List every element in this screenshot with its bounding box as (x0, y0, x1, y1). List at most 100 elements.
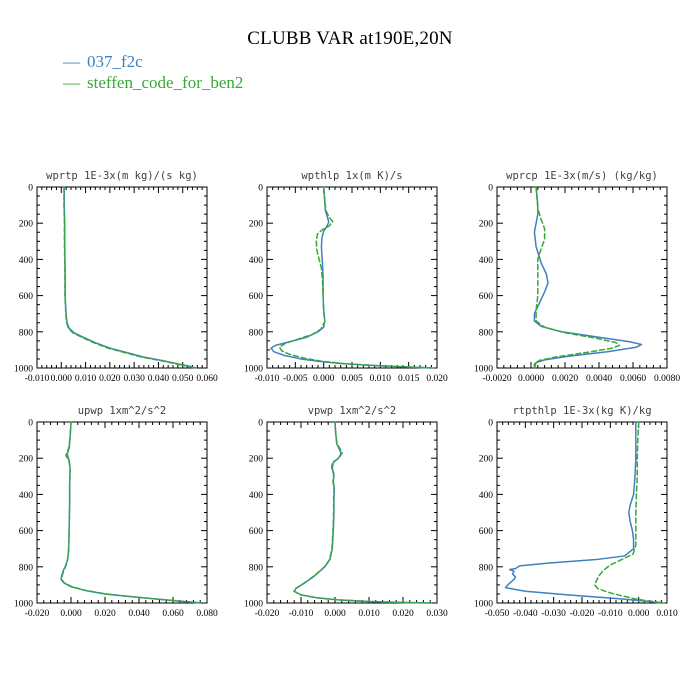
legend-label-037-f2c: 037_f2c (87, 52, 143, 71)
x-axis-tick-label: 0.020 (99, 374, 121, 384)
x-axis-tick-label: -0.010 (255, 374, 280, 384)
y-axis-tick-label: 1000 (474, 600, 493, 610)
y-axis-tick-label: 800 (479, 563, 494, 573)
x-axis-tick-label: -0.010 (25, 374, 50, 384)
vpwp-plot: vpwp 1xm^2/s^2 -0.020 -0.010 0.000 0.010 0.02… (244, 405, 448, 619)
x-axis-tick-label: -0.020 (25, 609, 50, 619)
page-title: CLUBB VAR at190E,20N (247, 28, 453, 49)
panel-vpwp: vpwp 1xm^2/s^2 -0.020 -0.010 0.000 0.010 0.02… (239, 400, 469, 635)
curve-037_f2c (270, 186, 433, 369)
y-axis-tick-label: 200 (249, 220, 264, 230)
curve-037_f2c (533, 186, 643, 369)
x-axis-tick-label: 0.030 (123, 374, 145, 384)
x-axis-tick-label: 0.0020 (552, 374, 578, 384)
curve-037_f2c (63, 186, 198, 369)
y-axis-tick-label: 800 (249, 328, 264, 338)
y-axis-tick-label: 400 (479, 491, 494, 501)
x-axis-tick-label: 0.000 (60, 609, 82, 619)
y-axis-tick-label: 400 (19, 256, 34, 266)
y-axis-tick-label: 1000 (14, 365, 33, 375)
x-axis-tick-label: 0.040 (128, 609, 150, 619)
panel-title: vpwp 1xm^2/s^2 (308, 405, 397, 417)
x-axis-tick-label: 0.080 (196, 609, 218, 619)
legend-item-037-f2c: — 037_f2c (63, 51, 243, 72)
panel-wpthlp: wpthlp 1x(m K)/s -0.010 -0.005 0.000 0.005 0.… (239, 165, 469, 400)
x-axis-tick-label: 0.030 (426, 609, 448, 619)
x-axis-tick-label: 0.015 (398, 374, 420, 384)
curve-steffen_code_for_ben2 (293, 421, 432, 604)
x-axis-tick-label: -0.030 (541, 609, 566, 619)
x-axis-tick-label: 0.020 (392, 609, 414, 619)
plot-frame (496, 186, 668, 369)
x-axis-tick-label: 0.040 (148, 374, 170, 384)
y-axis-tick-label: 800 (479, 328, 494, 338)
y-axis-tick-label: 400 (479, 256, 494, 266)
y-axis-tick-label: 0 (258, 184, 263, 194)
panel-title: rtpthlp 1E-3x(kg K)/kg (512, 405, 651, 417)
panel-upwp: upwp 1xm^2/s^2 -0.020 0.000 0.020 0.040 0.060… (9, 400, 239, 635)
y-axis-tick-label: 200 (19, 220, 34, 230)
x-axis-tick-label: 0.060 (196, 374, 218, 384)
plot-frame (36, 186, 208, 369)
x-axis-tick-label: 0.005 (341, 374, 363, 384)
x-axis-tick-label: 0.0060 (620, 374, 646, 384)
y-axis-tick-label: 800 (249, 563, 264, 573)
x-axis-tick-label: -0.0020 (482, 374, 512, 384)
y-axis-tick-label: 600 (19, 292, 34, 302)
x-axis-tick-label: 0.000 (313, 374, 335, 384)
x-axis-tick-label: 0.000 (51, 374, 73, 384)
upwp-plot: upwp 1xm^2/s^2 -0.020 0.000 0.020 0.040 0.060… (14, 405, 218, 619)
x-axis-tick-label: 0.010 (656, 609, 678, 619)
y-axis-tick-label: 800 (19, 563, 34, 573)
y-axis-tick-label: 600 (479, 527, 494, 537)
panel-title: upwp 1xm^2/s^2 (78, 405, 167, 417)
y-axis-tick-label: 0 (28, 419, 33, 429)
y-axis-tick-label: 0 (488, 184, 493, 194)
y-axis-tick-label: 0 (258, 419, 263, 429)
curve-037_f2c (293, 421, 431, 604)
panel-rtpthlp: rtpthlp 1E-3x(kg K)/kg -0.050 -0.040 -0.030… (469, 400, 699, 635)
y-axis-tick-label: 600 (479, 292, 494, 302)
curve-037_f2c (60, 421, 201, 604)
x-axis-tick-label: 0.020 (94, 609, 116, 619)
x-axis-tick-label: -0.020 (255, 609, 280, 619)
wprtp-plot: wprtp 1E-3x(m kg)/(s kg) -0.010 0.000 0.010… (14, 170, 218, 384)
y-axis-tick-label: 0 (488, 419, 493, 429)
x-axis-tick-label: -0.020 (570, 609, 595, 619)
legend-item-steffen-code-for-ben2: — steffen_code_for_ben2 (63, 72, 243, 93)
y-axis-tick-label: 1000 (244, 365, 263, 375)
panel-wprcp: wprcp 1E-3x(m/s) (kg/kg) -0.0020 0.0000 0.0… (469, 165, 699, 400)
panel-title: wprtp 1E-3x(m kg)/(s kg) (46, 170, 198, 182)
curve-steffen_code_for_ben2 (63, 186, 197, 369)
x-axis-tick-label: 0.010 (358, 609, 380, 619)
curve-steffen_code_for_ben2 (594, 421, 665, 604)
legend-line-sample-green: — (63, 73, 80, 92)
curve-steffen_code_for_ben2 (278, 186, 435, 369)
x-axis-tick-label: -0.010 (289, 609, 314, 619)
x-axis-tick-label: -0.010 (598, 609, 623, 619)
x-axis-tick-label: 0.050 (172, 374, 194, 384)
y-axis-tick-label: 1000 (14, 600, 33, 610)
x-axis-tick-label: 0.010 (75, 374, 97, 384)
y-axis-tick-label: 400 (19, 491, 34, 501)
panel-title: wpthlp 1x(m K)/s (301, 170, 402, 182)
curve-steffen_code_for_ben2 (60, 421, 202, 604)
x-axis-tick-label: -0.005 (283, 374, 308, 384)
plot-frame (266, 421, 438, 604)
wpthlp-plot: wpthlp 1x(m K)/s -0.010 -0.005 0.000 0.005 0.… (244, 170, 448, 384)
x-axis-tick-label: 0.000 (324, 609, 346, 619)
y-axis-tick-label: 600 (249, 292, 264, 302)
x-axis-tick-label: 0.060 (162, 609, 184, 619)
y-axis-tick-label: 1000 (244, 600, 263, 610)
y-axis-tick-label: 200 (19, 455, 34, 465)
curve-037_f2c (504, 421, 663, 604)
y-axis-tick-label: 600 (19, 527, 34, 537)
x-axis-tick-label: 0.010 (370, 374, 392, 384)
x-axis-tick-label: 0.0040 (586, 374, 612, 384)
y-axis-tick-label: 200 (479, 455, 494, 465)
x-axis-tick-label: 0.0080 (654, 374, 680, 384)
x-axis-tick-label: 0.000 (628, 609, 650, 619)
y-axis-tick-label: 600 (249, 527, 264, 537)
y-axis-tick-label: 400 (249, 256, 264, 266)
